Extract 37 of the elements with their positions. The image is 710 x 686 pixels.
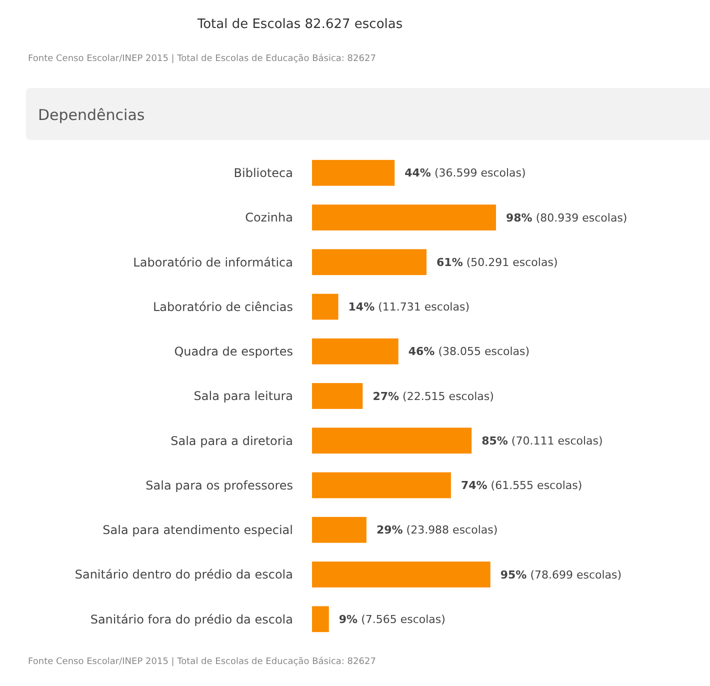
source-note: Fonte Censo Escolar/INEP 2015 | Total de Escolas de Educação Básica: 82627	[28, 53, 376, 64]
data-label: 95% (78.699 escolas)	[500, 568, 622, 582]
chart-title: Total de Escolas 82.627 escolas	[196, 17, 403, 32]
data-label: 29% (23.988 escolas)	[376, 524, 498, 537]
data-label: 46% (38.055 escolas)	[408, 345, 530, 358]
data-label: 74% (61.555 escolas)	[460, 479, 582, 492]
y-tick-label: Sanitário dentro do prédio da escola	[74, 568, 293, 582]
data-label: 27% (22.515 escolas)	[372, 390, 494, 403]
bar	[312, 249, 427, 276]
bar	[312, 204, 496, 230]
data-label: 9% (7.565 escolas)	[338, 612, 446, 626]
y-tick-label: Biblioteca	[234, 166, 293, 180]
bar	[312, 562, 490, 588]
bar	[312, 516, 366, 543]
bar	[312, 160, 395, 186]
y-tick-label: Sala para leitura	[194, 389, 293, 404]
y-tick-label: Sala para atendimento especial	[102, 523, 293, 538]
data-label: 85% (70.111 escolas)	[482, 434, 603, 448]
y-tick-label: Sala para a diretoria	[170, 434, 293, 448]
bar	[312, 338, 398, 364]
bar	[312, 294, 338, 320]
y-tick-label: Laboratório de ciências	[152, 300, 293, 314]
bar	[312, 472, 451, 498]
y-tick-label: Laboratório de informática	[133, 255, 293, 270]
data-label: 98% (80.939 escolas)	[506, 211, 628, 224]
bar	[312, 606, 329, 632]
bar	[312, 383, 363, 409]
data-label: 61% (50.291 escolas)	[436, 256, 558, 269]
data-label: 44% (36.599 escolas)	[404, 166, 526, 180]
bar	[312, 428, 472, 454]
y-tick-label: Quadra de esportes	[174, 344, 293, 359]
text: Dependências	[38, 106, 145, 124]
y-tick-label: Sanitário fora do prédio da escola	[90, 612, 293, 626]
source-note: Fonte Censo Escolar/INEP 2015 | Total de Escolas de Educação Básica: 82627	[28, 656, 376, 667]
y-tick-label: Sala para os professores	[146, 478, 293, 492]
data-label: 14% (11.731 escolas)	[348, 300, 470, 314]
y-tick-label: Cozinha	[245, 210, 293, 225]
